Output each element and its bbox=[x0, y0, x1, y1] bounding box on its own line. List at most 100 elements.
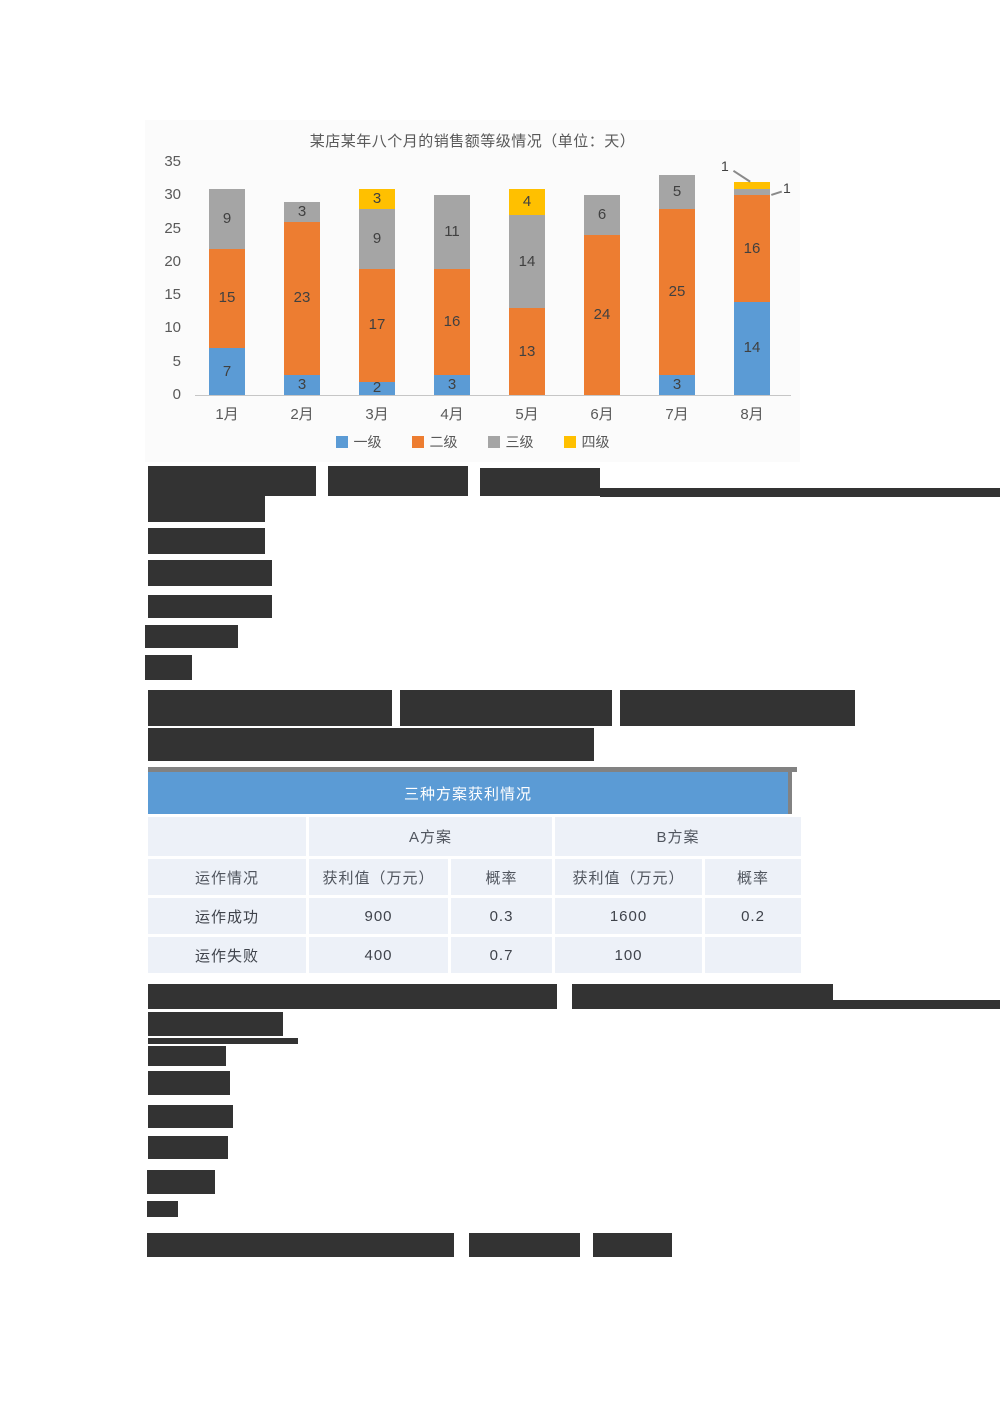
legend-swatch bbox=[335, 436, 348, 448]
y-axis-tick-label: 15 bbox=[164, 286, 181, 304]
y-axis-tick-label: 10 bbox=[164, 319, 181, 337]
x-axis-line bbox=[195, 395, 791, 396]
bar-value-label: 23 bbox=[293, 289, 311, 307]
bar-value-label: 16 bbox=[443, 312, 461, 330]
redacted-text-line bbox=[148, 690, 392, 726]
legend-item-一级: 一级 bbox=[335, 432, 382, 452]
x-axis-tick-label: 1月 bbox=[215, 406, 239, 423]
redacted-text-line bbox=[480, 468, 600, 496]
legend-swatch bbox=[563, 436, 576, 448]
bar-value-label: 14 bbox=[518, 252, 536, 270]
redacted-text-line bbox=[593, 1233, 672, 1257]
column-header: 获利值（万元） bbox=[555, 859, 703, 895]
table-cell: 1600 bbox=[555, 898, 703, 934]
y-axis-tick-label: 25 bbox=[164, 219, 181, 237]
bar-segment-一级 bbox=[284, 375, 320, 395]
profit-table: A方案 B方案 运作情况 获利值（万元） 概率 获利值（万元） 概率 运作成功 … bbox=[145, 814, 804, 976]
bar-value-label: 3 bbox=[372, 189, 382, 207]
redacted-text-line bbox=[148, 495, 265, 522]
x-axis-tick-label: 3月 bbox=[365, 406, 389, 423]
x-axis-tick-label: 5月 bbox=[515, 406, 539, 423]
group-header-blank-cell bbox=[148, 817, 306, 856]
bar-value-label: 2 bbox=[372, 379, 382, 397]
bar-segment-三级 bbox=[509, 215, 545, 309]
column-header: 运作情况 bbox=[148, 859, 306, 895]
x-axis-tick-label: 7月 bbox=[665, 406, 689, 423]
legend-item-二级: 二级 bbox=[411, 432, 458, 452]
sales-level-chart: 某店某年八个月的销售额等级情况（单位：天） 35 30 25 20 15 10 5 0 7 15 9… bbox=[145, 120, 800, 462]
legend-label: 二级 bbox=[429, 434, 458, 450]
redacted-text-line bbox=[833, 1000, 1000, 1009]
y-axis-tick-label: 5 bbox=[172, 352, 181, 370]
x-axis-tick-label: 2月 bbox=[290, 406, 314, 423]
bar-value-label: 15 bbox=[218, 289, 236, 307]
column-header: 概率 bbox=[705, 859, 802, 895]
y-axis-tick-label: 20 bbox=[164, 252, 181, 270]
legend-item-四级: 四级 bbox=[563, 432, 610, 452]
bar-value-label: 7 bbox=[222, 362, 232, 380]
redacted-text-line bbox=[148, 728, 594, 761]
bar-value-label: 14 bbox=[743, 339, 761, 357]
bar-value-label: 3 bbox=[297, 202, 307, 220]
bar-segment-三级 bbox=[434, 195, 470, 269]
table-cell: 0.3 bbox=[451, 898, 553, 934]
x-axis-tick-label: 8月 bbox=[740, 406, 764, 423]
redacted-text-line bbox=[572, 984, 833, 1009]
redacted-text-line bbox=[148, 1136, 228, 1159]
legend-item-三级: 三级 bbox=[487, 432, 534, 452]
bar-value-label: 5 bbox=[672, 182, 682, 200]
table-cell: 100 bbox=[555, 937, 703, 973]
table-cell: 900 bbox=[309, 898, 448, 934]
bar-segment-二级 bbox=[584, 235, 620, 395]
redacted-text-line bbox=[400, 690, 612, 726]
bar-segment-一级 bbox=[734, 301, 770, 395]
bar-segment-二级 bbox=[434, 268, 470, 375]
bar-segment-一级 bbox=[434, 375, 470, 395]
redacted-text-line bbox=[147, 1170, 215, 1194]
redacted-text-line bbox=[148, 560, 272, 586]
x-axis-tick-label: 4月 bbox=[440, 406, 464, 423]
bar-segment-二级 bbox=[209, 248, 245, 349]
bar-value-label: 3 bbox=[447, 376, 457, 393]
group-header-plan-a: A方案 bbox=[309, 817, 553, 856]
bar-value-label: 9 bbox=[222, 209, 232, 227]
bar-value-label: 25 bbox=[668, 282, 686, 300]
table-top-border bbox=[148, 767, 797, 772]
callout-label: 1 bbox=[783, 180, 791, 196]
legend-swatch bbox=[487, 436, 500, 448]
redacted-text-line bbox=[148, 595, 272, 618]
redacted-text-line bbox=[147, 1201, 178, 1217]
redacted-text-line bbox=[148, 528, 265, 554]
bar-value-label: 6 bbox=[597, 206, 607, 224]
bar-value-label: 17 bbox=[368, 316, 386, 334]
legend-label: 一级 bbox=[353, 434, 382, 450]
table-title: 三种方案获利情况 bbox=[403, 785, 532, 803]
table-cell: 0.7 bbox=[451, 937, 553, 973]
y-axis-tick-label: 30 bbox=[164, 186, 181, 204]
callout-leader-line bbox=[732, 170, 751, 183]
chart-plot-area: 35 30 25 20 15 10 5 0 7 15 9 1月 3 23 3 2月 2 17 9 3 3月 3 16 11 4月… bbox=[145, 120, 800, 462]
column-header: 获利值（万元） bbox=[309, 859, 448, 895]
redacted-text-line bbox=[469, 1233, 580, 1257]
redacted-text-line bbox=[148, 984, 557, 1009]
redacted-text-line bbox=[147, 1233, 454, 1257]
bar-segment-三级 bbox=[284, 201, 320, 222]
bar-value-label: 24 bbox=[593, 306, 611, 324]
redacted-text-line bbox=[148, 466, 316, 496]
table-group-header-row: A方案 B方案 bbox=[148, 817, 802, 856]
bar-value-label: 16 bbox=[743, 239, 761, 257]
redacted-text-line bbox=[148, 1071, 230, 1095]
bar-segment-四级 bbox=[359, 188, 395, 209]
callout-leader-line bbox=[771, 190, 783, 196]
bar-segment-四级 bbox=[509, 188, 545, 216]
redacted-text-line bbox=[328, 466, 468, 496]
bar-value-label: 3 bbox=[297, 376, 307, 393]
x-axis-tick-label: 6月 bbox=[590, 406, 614, 423]
bar-segment-三级 bbox=[209, 188, 245, 249]
redacted-text-line bbox=[600, 488, 1000, 497]
bar-value-label: 11 bbox=[444, 222, 460, 240]
bar-segment-一级 bbox=[659, 375, 695, 395]
y-axis-tick-label: 0 bbox=[172, 386, 181, 403]
bar-value-label: 13 bbox=[518, 342, 536, 360]
